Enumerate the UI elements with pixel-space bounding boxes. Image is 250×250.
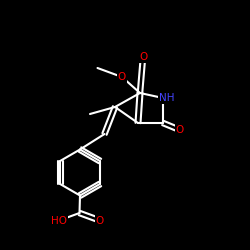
Text: HO: HO [51,216,67,226]
Text: O: O [176,125,184,135]
Text: O: O [139,52,147,62]
Text: O: O [96,216,104,226]
Text: O: O [118,72,126,82]
Text: NH: NH [159,93,174,103]
